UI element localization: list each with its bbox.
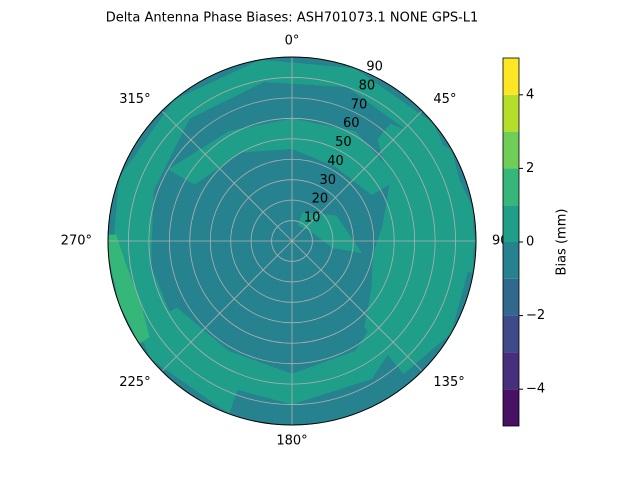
grid-spoke <box>291 240 423 372</box>
colorbar-bin <box>503 58 519 95</box>
colorbar-bin <box>503 131 519 169</box>
contour-region <box>297 212 363 254</box>
theta-tick-label: 45° <box>433 92 456 107</box>
colorbar-bin <box>503 205 519 242</box>
colorbar-bin <box>503 242 519 279</box>
theta-tick-label: 315° <box>119 92 150 107</box>
grid-spoke <box>161 240 293 372</box>
colorbar-tick-label: 0 <box>526 235 534 250</box>
r-tick-label: 40 <box>327 154 344 169</box>
colorbar-tick-label: 2 <box>526 161 534 176</box>
grid-spoke <box>291 110 423 242</box>
r-tick-label: 90 <box>366 60 383 75</box>
theta-tick-label: 0° <box>285 34 300 49</box>
theta-tick-label: 135° <box>433 375 464 390</box>
chart-title: Delta Antenna Phase Biases: ASH701073.1 … <box>106 11 479 26</box>
r-tick-label: 20 <box>312 192 329 207</box>
colorbar-bin <box>503 352 519 390</box>
colorbar-label: Bias (mm) <box>555 209 570 276</box>
grid-spoke <box>161 110 293 242</box>
r-tick-label: 50 <box>335 135 352 150</box>
theta-tick-label: 270° <box>61 234 92 249</box>
colorbar-bin <box>503 94 519 132</box>
colorbar-bin <box>503 315 519 353</box>
r-tick-label: 30 <box>319 173 336 188</box>
colorbar-bin <box>503 278 519 316</box>
colorbar-tick-label: −4 <box>526 382 545 397</box>
colorbar-tick-label: −2 <box>526 308 545 323</box>
colorbar-tick-label: 4 <box>526 87 534 102</box>
r-tick-label: 70 <box>351 97 368 112</box>
r-tick-label: 60 <box>343 116 360 131</box>
contour-region <box>108 234 150 344</box>
theta-tick-label: 180° <box>276 434 307 449</box>
colorbar-bin <box>503 389 519 426</box>
r-tick-label: 80 <box>359 78 376 93</box>
r-tick-label: 10 <box>304 211 321 226</box>
contour-region <box>153 297 416 405</box>
colorbar-bin <box>503 168 519 206</box>
theta-tick-label: 225° <box>119 375 150 390</box>
polar-frame <box>107 56 477 426</box>
